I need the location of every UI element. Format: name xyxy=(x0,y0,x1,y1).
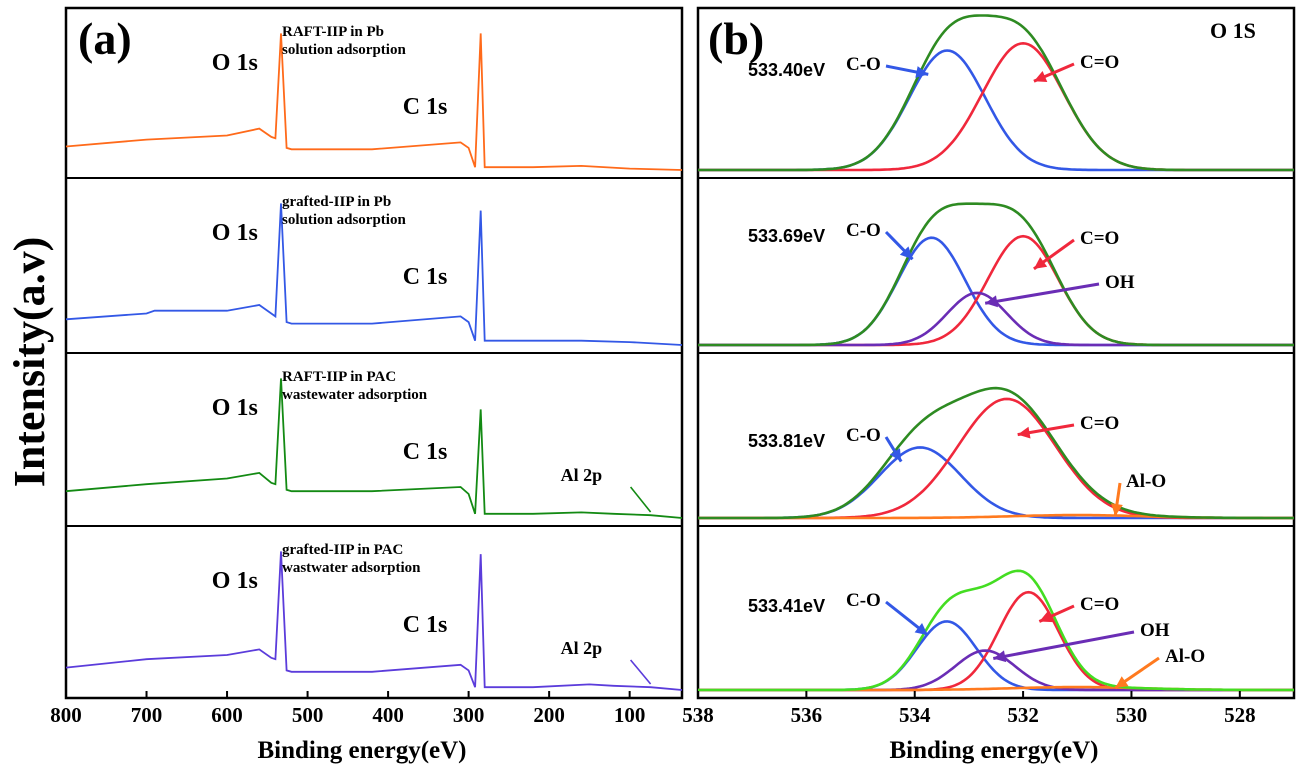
subplot-legend-line2: solution adsorption xyxy=(282,42,406,58)
subplot-legend-line2: wastwater adsorption xyxy=(282,560,421,576)
peak-label-o1s: O 1s xyxy=(212,568,258,594)
panel-b-title: O 1S xyxy=(1210,18,1256,43)
peak-label-o1s: O 1s xyxy=(212,220,258,246)
envelope-line xyxy=(698,14,1294,172)
peak-label-al2p: Al 2p xyxy=(561,638,603,658)
x-tick-label: 532 xyxy=(1007,703,1039,727)
panel-b-label: (b) xyxy=(708,13,764,64)
component-label-co: C=O xyxy=(1080,228,1119,249)
binding-energy-label: 533.69eV xyxy=(748,226,825,246)
spectrum-line-4 xyxy=(65,551,683,691)
component-label-oh: OH xyxy=(1140,620,1170,641)
al2p-arrow xyxy=(629,486,652,513)
spectrum-line-1 xyxy=(65,33,683,171)
arrowhead xyxy=(915,66,929,78)
subplot-legend-line2: wastewater adsorption xyxy=(282,387,428,403)
al2p-arrow xyxy=(629,659,652,685)
peak-label-o1s: O 1s xyxy=(212,395,258,421)
peak-label-al2p: Al 2p xyxy=(561,465,603,485)
x-tick-label: 530 xyxy=(1116,703,1148,727)
x-tick-label: 100 xyxy=(614,703,646,727)
panel-a-x-axis-label: Binding energy(eV) xyxy=(257,737,466,764)
fit-co-line xyxy=(698,236,1294,347)
x-tick-label: 600 xyxy=(211,703,243,727)
panel-b-x-axis-label: Binding energy(eV) xyxy=(889,737,1098,764)
y-axis-label: Intensity(a.v) xyxy=(5,237,54,488)
x-tick-label: 300 xyxy=(453,703,485,727)
fit-co-line xyxy=(698,446,1294,520)
spectrum-line-3 xyxy=(65,378,683,519)
subplot-legend-line1: grafted-IIP in PAC xyxy=(282,542,403,558)
component-label-co: C=O xyxy=(1080,594,1119,615)
x-tick-label: 800 xyxy=(50,703,82,727)
spectrum-line-2 xyxy=(65,203,683,346)
arrowhead xyxy=(985,295,998,308)
peak-label-c1s: C 1s xyxy=(403,264,448,290)
x-tick-label: 536 xyxy=(791,703,823,727)
peak-label-c1s: C 1s xyxy=(403,439,448,465)
panel-a-label: (a) xyxy=(78,13,132,64)
x-tick-label: 534 xyxy=(899,703,931,727)
component-label-co: C=O xyxy=(1080,52,1119,73)
subplot-legend-line1: RAFT-IIP in PAC xyxy=(282,369,396,385)
component-label-oh: OH xyxy=(1105,272,1135,293)
arrowhead xyxy=(889,448,902,462)
x-tick-label: 500 xyxy=(292,703,324,727)
envelope-line xyxy=(698,569,1294,692)
arrowhead xyxy=(914,622,928,636)
component-label-co: C=O xyxy=(1080,413,1119,434)
panel-a: RAFT-IIP in Pb solution adsorption O 1s C 1… xyxy=(50,6,684,727)
arrowhead xyxy=(1115,676,1129,688)
component-arrow xyxy=(984,282,1100,305)
arrowhead xyxy=(993,650,1007,663)
component-label-co: C-O xyxy=(846,425,881,446)
arrowhead xyxy=(1017,426,1031,439)
arrowhead xyxy=(899,246,913,260)
peak-label-c1s: C 1s xyxy=(403,612,448,638)
component-label-co: C-O xyxy=(846,220,881,241)
arrowhead xyxy=(1110,503,1123,516)
arrowhead xyxy=(1033,71,1048,83)
x-tick-label: 700 xyxy=(131,703,163,727)
binding-energy-label: 533.41eV xyxy=(748,596,825,616)
component-label-alo: Al-O xyxy=(1165,646,1205,667)
x-tick-label: 400 xyxy=(372,703,404,727)
peak-label-c1s: C 1s xyxy=(403,94,448,120)
panel-b: 533.40eV C-O C=O 533.69eV C-O C=O OH 533.81eV C-… xyxy=(682,6,1296,727)
arrowhead xyxy=(1033,256,1048,269)
x-tick-label: 538 xyxy=(682,703,714,727)
envelope-line xyxy=(698,202,1294,347)
component-label-co: C-O xyxy=(846,54,881,75)
component-label-alo: Al-O xyxy=(1126,471,1166,492)
envelope-line xyxy=(698,386,1294,520)
binding-energy-label: 533.81eV xyxy=(748,431,825,451)
binding-energy-label: 533.40eV xyxy=(748,60,825,80)
x-tick-label: 200 xyxy=(533,703,565,727)
x-tick-label: 528 xyxy=(1224,703,1256,727)
subplot-legend-line1: RAFT-IIP in Pb xyxy=(282,24,384,40)
subplot-legend-line1: grafted-IIP in Pb xyxy=(282,194,391,210)
fit-co-line xyxy=(698,397,1294,520)
arrowhead xyxy=(1039,611,1053,623)
subplot-legend-line2: solution adsorption xyxy=(282,212,406,228)
component-arrow xyxy=(993,630,1135,660)
peak-label-o1s: O 1s xyxy=(212,50,258,76)
component-label-co: C-O xyxy=(846,590,881,611)
